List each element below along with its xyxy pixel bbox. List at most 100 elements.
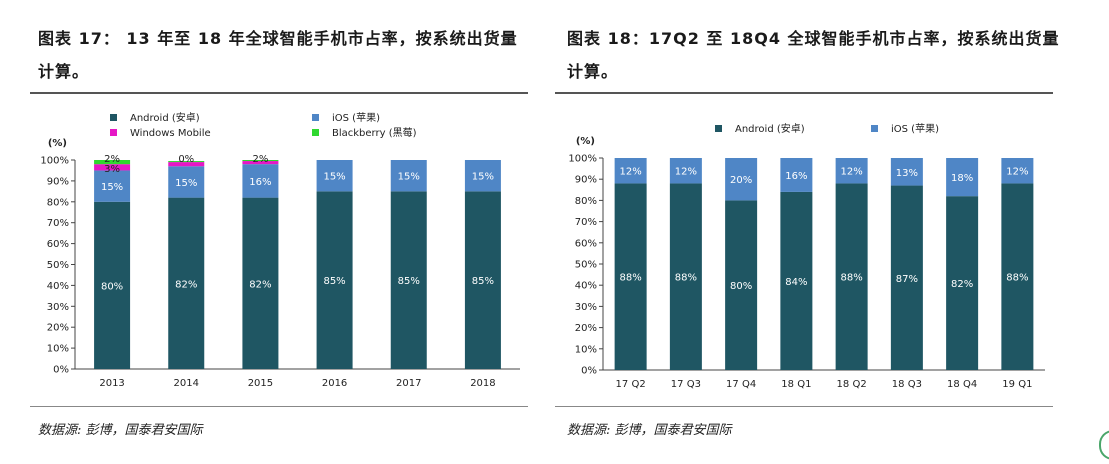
figure-17-top-rule — [30, 92, 528, 94]
x-tick-label: 17 Q2 — [616, 379, 646, 390]
figure-17-title: 图表 17： 13 年至 18 年全球智能手机市占率，按系统出货量计算。 — [38, 29, 518, 81]
data-label: 88% — [675, 273, 697, 284]
bar-segment — [464, 191, 501, 369]
data-label: 15% — [472, 172, 494, 183]
figure-17-chart: Android (安卓) iOS (苹果) Windows Mobile Blackb… — [40, 111, 520, 389]
y-tick-label: 0% — [581, 366, 597, 377]
bar-segment — [890, 158, 923, 186]
data-label: 12% — [1006, 167, 1028, 178]
y-tick-label: 10% — [575, 344, 597, 355]
legend-swatch — [110, 114, 117, 121]
data-label: 12% — [841, 167, 863, 178]
legend-label: iOS (苹果) — [332, 111, 380, 124]
legend-label: Windows Mobile — [130, 128, 211, 139]
data-label: 15% — [101, 182, 123, 193]
x-tick-label: 19 Q1 — [1002, 379, 1032, 390]
y-tick-label: 20% — [47, 323, 69, 334]
bar-segment — [1001, 183, 1034, 370]
data-label: 80% — [101, 281, 123, 292]
x-tick-label: 17 Q4 — [726, 379, 756, 390]
y-tick-label: 40% — [47, 281, 69, 292]
bar-segment — [464, 160, 501, 192]
data-label: 85% — [323, 276, 345, 287]
data-label: 80% — [730, 281, 752, 292]
data-label: 16% — [249, 177, 271, 188]
figure-18-top-rule — [555, 92, 1053, 94]
x-tick-label: 2013 — [99, 378, 124, 389]
legend-swatch — [312, 114, 319, 121]
data-label: 85% — [398, 276, 420, 287]
y-tick-label: 100% — [568, 154, 597, 165]
data-label: 82% — [249, 279, 271, 290]
bar-segment — [835, 183, 868, 370]
bar-segment — [946, 158, 979, 197]
bar-segment — [669, 158, 702, 184]
legend-label: Android (安卓) — [130, 111, 200, 124]
bar-segment — [242, 160, 279, 162]
bar-segment — [94, 170, 131, 202]
legend-swatch — [312, 129, 319, 136]
data-label: 16% — [785, 171, 807, 182]
legend-label: iOS (苹果) — [891, 122, 939, 135]
figure-18-title: 图表 18：17Q2 至 18Q4 全球智能手机市占率，按系统出货量计算。 — [567, 29, 1060, 81]
legend-swatch — [715, 125, 722, 132]
figure-18-chart: Android (安卓) iOS (苹果) (%) 0% 10% 20% 30% 40% 50%… — [568, 122, 1045, 390]
bar-segment — [725, 200, 758, 370]
bar-segment — [614, 158, 647, 184]
y-tick-label: 80% — [47, 197, 69, 208]
data-label: 3% — [104, 164, 120, 175]
x-tick-label: 2014 — [174, 378, 199, 389]
x-tick-label: 18 Q2 — [837, 379, 867, 390]
figure-18-source: 数据源: 彭博，国泰君安国际 — [567, 423, 732, 438]
y-tick-label: 90% — [575, 175, 597, 186]
x-tick-label: 2015 — [248, 378, 273, 389]
bar-segment — [614, 183, 647, 370]
figure-18-panel: 图表 18：17Q2 至 18Q4 全球智能手机市占率，按系统出货量计算。 An… — [555, 0, 1109, 464]
data-label: 15% — [323, 172, 345, 183]
y-tick-label: 70% — [575, 217, 597, 228]
bar-segment — [946, 196, 979, 370]
bar-segment — [669, 183, 702, 370]
y-tick-label: 40% — [575, 281, 597, 292]
data-label: 15% — [175, 178, 197, 189]
y-tick-label: 20% — [575, 323, 597, 334]
data-label: 88% — [620, 273, 642, 284]
data-label: 88% — [1006, 273, 1028, 284]
y-tick-label: 100% — [40, 156, 69, 167]
figure-17-source: 数据源: 彭博，国泰君安国际 — [38, 423, 203, 438]
bar-segment — [242, 197, 279, 369]
bar-segment — [168, 161, 205, 163]
bar-segment — [316, 160, 353, 192]
bar-segment — [390, 191, 427, 369]
y-tick-label: 50% — [47, 260, 69, 271]
data-label: 20% — [730, 175, 752, 186]
y-tick-label: 60% — [47, 239, 69, 250]
bar-segment — [242, 161, 279, 165]
x-tick-label: 18 Q1 — [781, 379, 811, 390]
y-tick-label: 30% — [575, 302, 597, 313]
bar-segment — [890, 185, 923, 370]
data-label: 84% — [785, 277, 807, 288]
bar-segment — [780, 158, 813, 192]
bar-segment — [1001, 158, 1034, 184]
data-label: 87% — [896, 274, 918, 285]
y-axis-label: (%) — [48, 138, 67, 149]
y-axis-label: (%) — [576, 136, 595, 147]
data-label: 82% — [175, 279, 197, 290]
bar-segment — [168, 162, 205, 167]
y-tick-label: 10% — [47, 344, 69, 355]
y-tick-label: 50% — [575, 260, 597, 271]
legend-swatch — [110, 129, 117, 136]
y-tick-label: 60% — [575, 238, 597, 249]
bar-segment — [780, 191, 813, 370]
figure-17-panel: 图表 17： 13 年至 18 年全球智能手机市占率，按系统出货量计算。 And… — [0, 0, 540, 464]
bar-segment — [94, 164, 131, 171]
bar-segment — [94, 201, 131, 369]
x-tick-label: 2016 — [322, 378, 347, 389]
legend-label: Android (安卓) — [735, 122, 805, 135]
data-label: 82% — [951, 279, 973, 290]
bar-segment — [168, 166, 205, 198]
x-tick-label: 2017 — [396, 378, 421, 389]
y-tick-label: 90% — [47, 176, 69, 187]
bar-segment — [94, 160, 131, 165]
